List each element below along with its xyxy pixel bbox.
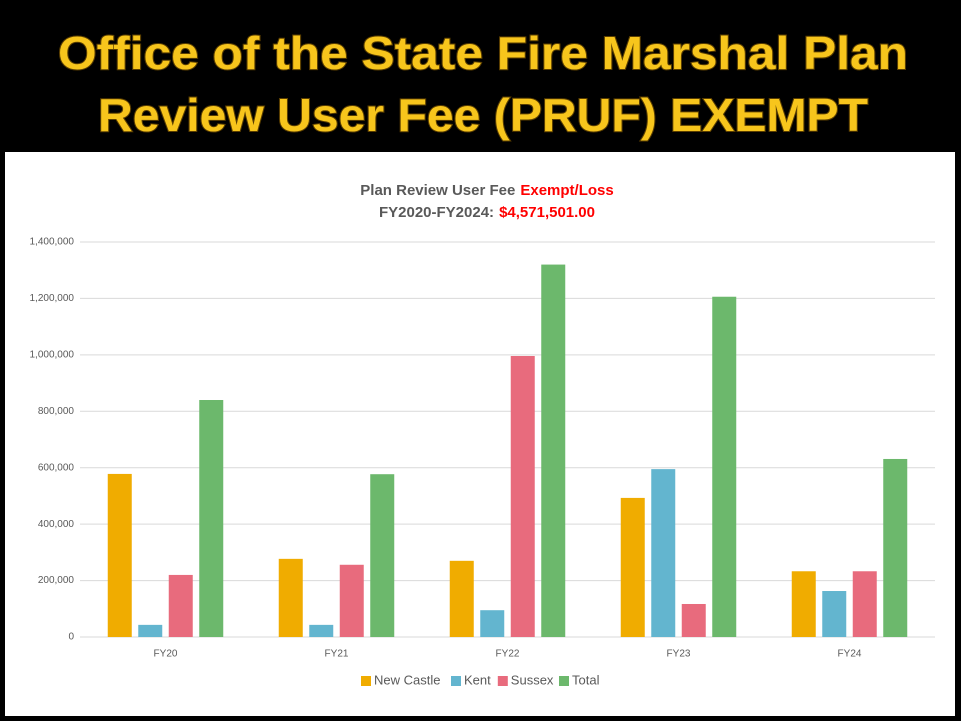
chart-title: Plan Review User Fee Exempt/Loss — [360, 182, 613, 199]
bar — [712, 296, 737, 637]
bar — [138, 624, 163, 637]
legend-swatch — [451, 676, 461, 686]
subtitle-highlight: $4,571,501.00 — [499, 204, 595, 221]
title-text: Plan Review User Fee — [360, 182, 515, 199]
y-tick-label: 800,000 — [38, 406, 75, 417]
bar — [510, 355, 535, 637]
x-tick-label: FY20 — [154, 649, 178, 660]
y-tick-label: 400,000 — [38, 519, 75, 530]
legend-swatch — [559, 676, 569, 686]
x-tick-label: FY23 — [667, 649, 691, 660]
bar — [883, 458, 908, 637]
bar — [822, 591, 847, 637]
x-tick-label: FY21 — [325, 649, 349, 660]
legend-label: Total — [572, 672, 600, 687]
bar — [309, 624, 334, 637]
bar — [791, 571, 816, 637]
legend-label: Sussex — [511, 672, 554, 687]
bar — [852, 571, 877, 637]
title-highlight: Exempt/Loss — [520, 182, 613, 199]
bar — [541, 264, 566, 637]
legend-label: New Castle — [374, 672, 440, 687]
y-tick-label: 200,000 — [38, 575, 75, 586]
x-tick-label: FY22 — [496, 649, 520, 660]
y-tick-label: 1,200,000 — [30, 293, 75, 304]
bar — [199, 400, 224, 637]
chart-subtitle: FY2020-FY2024: $4,571,501.00 — [379, 204, 595, 221]
legend-swatch — [361, 676, 371, 686]
bar — [449, 560, 474, 637]
bar — [107, 473, 132, 637]
bar — [339, 564, 364, 637]
subtitle-text: FY2020-FY2024: — [379, 204, 494, 221]
x-tick-label: FY24 — [838, 649, 862, 660]
bar — [278, 558, 303, 637]
bar — [681, 603, 706, 637]
y-tick-label: 1,000,000 — [30, 349, 75, 360]
heading-line: Office of the State Fire Marshal Plan — [58, 27, 908, 79]
bar — [168, 574, 193, 637]
bar — [620, 497, 645, 637]
bar — [480, 610, 505, 637]
bar — [370, 474, 395, 637]
y-tick-label: 1,400,000 — [30, 237, 75, 248]
y-tick-label: 600,000 — [38, 462, 75, 473]
bar — [651, 469, 676, 637]
y-tick-label: 0 — [68, 632, 74, 643]
legend-swatch — [497, 676, 508, 686]
legend-label: Kent — [464, 672, 491, 687]
heading-line: Review User Fee (PRUF) EXEMPT — [98, 89, 868, 141]
